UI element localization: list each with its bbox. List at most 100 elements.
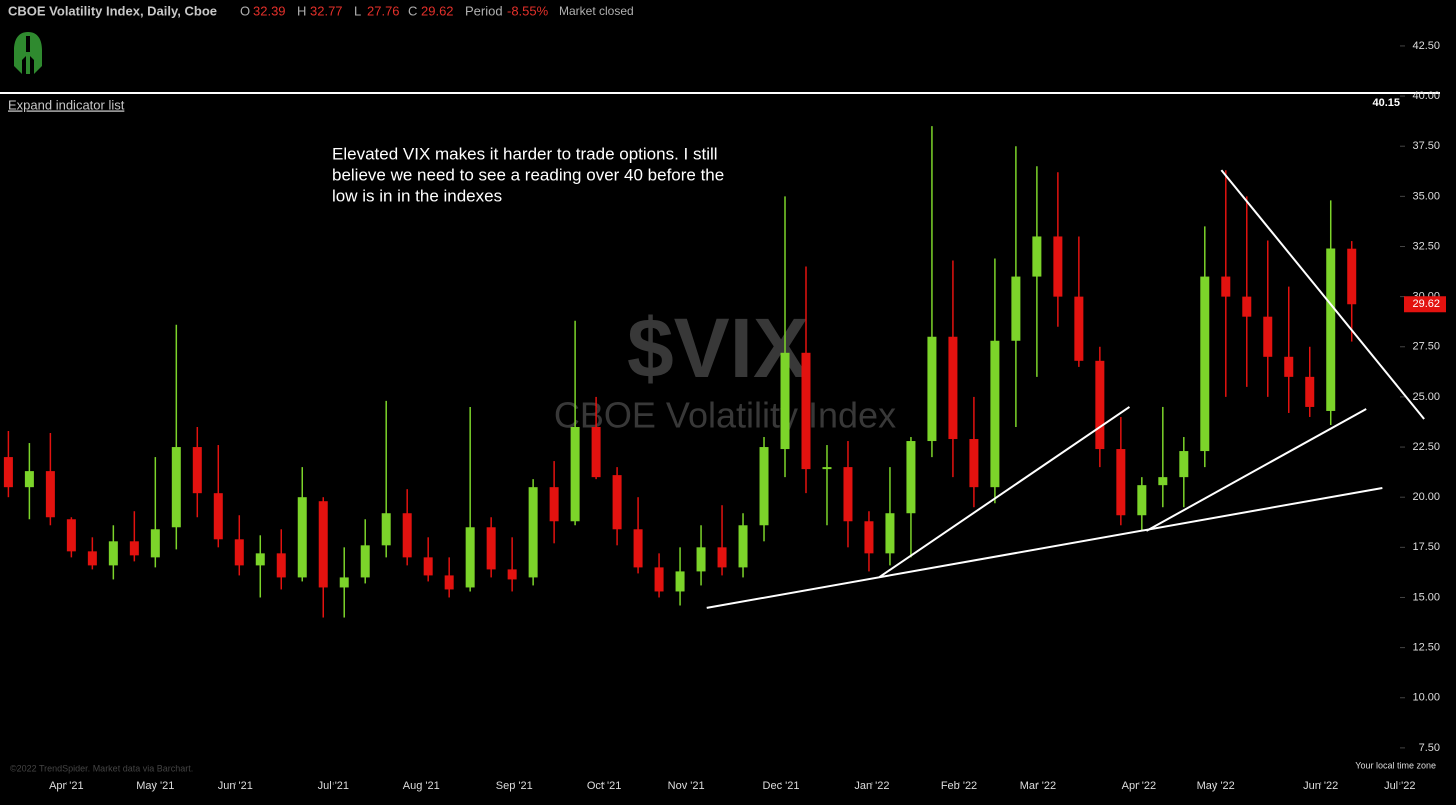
candle-body <box>843 467 853 522</box>
candle-body <box>1221 276 1231 297</box>
y-tick-label: 7.50 <box>1419 742 1440 754</box>
x-tick-label: Mar '22 <box>1020 780 1056 792</box>
candle-body <box>45 471 55 518</box>
candle-body <box>465 527 475 588</box>
candle-body <box>24 471 34 488</box>
annotation-line: low is in in the indexes <box>332 186 502 205</box>
plot <box>0 45 1440 785</box>
x-tick-label: Nov '21 <box>668 780 705 792</box>
candle-body <box>1200 276 1210 452</box>
annotation-line: believe we need to see a reading over 40… <box>332 165 724 184</box>
y-tick-label: 27.50 <box>1412 341 1440 353</box>
candle-body <box>318 501 328 588</box>
x-tick-label: Dec '21 <box>763 780 800 792</box>
candle-body <box>633 529 643 568</box>
annotation-line: Elevated VIX makes it harder to trade op… <box>332 144 718 163</box>
candle-body <box>402 513 412 558</box>
candle-body <box>1095 360 1105 450</box>
candle-body <box>276 553 286 578</box>
candle-body <box>66 519 76 552</box>
market-status: Market closed <box>559 4 634 18</box>
candle-body <box>339 577 349 588</box>
price-tag <box>1404 296 1446 313</box>
candle-body <box>948 336 958 440</box>
quote-value: 32.77 <box>310 3 343 18</box>
y-tick-label: 40.00 <box>1412 90 1440 102</box>
candle-body <box>1242 296 1252 317</box>
candle-body <box>297 497 307 578</box>
candle-body <box>990 340 1000 488</box>
candle-body <box>1179 451 1189 478</box>
candle-body <box>759 447 769 526</box>
symbol: CBOE Volatility Index, Daily, Cboe <box>8 3 217 18</box>
candle-body <box>738 525 748 568</box>
copyright: ©2022 TrendSpider. Market data via Barch… <box>10 763 193 773</box>
candle-body <box>1116 449 1126 516</box>
candle-body <box>1263 316 1273 357</box>
y-tick-label: 22.50 <box>1412 441 1440 453</box>
candle-body <box>1347 248 1357 305</box>
x-tick-label: Sep '21 <box>496 780 533 792</box>
candle-body <box>255 553 265 566</box>
candle-body <box>885 513 895 554</box>
candle-body <box>486 527 496 570</box>
quote-key: Period <box>465 3 503 18</box>
quote-value: 29.62 <box>421 3 454 18</box>
candle-body <box>1074 296 1084 361</box>
logo-helmet <box>14 32 42 74</box>
trendline <box>878 406 1131 578</box>
annotation: Elevated VIX makes it harder to trade op… <box>332 144 724 205</box>
candle-body <box>360 545 370 578</box>
x-tick-label: May '22 <box>1197 780 1235 792</box>
candle-body <box>1137 485 1147 516</box>
candle-body <box>906 441 916 514</box>
candle-body <box>1305 376 1315 407</box>
candle-body <box>612 475 622 530</box>
y-tick-label: 37.50 <box>1412 140 1440 152</box>
candle-body <box>969 439 979 488</box>
candle-body <box>3 457 13 488</box>
quote: O 32.39 H 32.77 L 27.76 C 29.62 Period -8.55% <box>240 3 549 18</box>
trendline <box>706 486 1383 609</box>
x-tick-label: Jul '21 <box>318 780 349 792</box>
candle-body <box>1032 236 1042 277</box>
y-tick-label: 32.50 <box>1412 240 1440 252</box>
candle-body <box>675 571 685 592</box>
candle-body <box>234 539 244 566</box>
quote-value: 32.39 <box>253 3 286 18</box>
candle-body <box>822 467 832 470</box>
candle-body <box>444 575 454 590</box>
candle-body <box>717 547 727 568</box>
trendline <box>1220 169 1425 420</box>
candle-body <box>864 521 874 554</box>
expand-indicators[interactable]: Expand indicator list <box>8 97 125 112</box>
candle-body <box>150 529 160 558</box>
candle-body <box>801 352 811 470</box>
candle-body <box>423 557 433 576</box>
candle-body <box>696 547 706 572</box>
candle-body <box>570 426 580 522</box>
candle-body <box>1011 276 1021 341</box>
candle-body <box>528 487 538 578</box>
candle-body <box>654 567 664 592</box>
y-tick-label: 10.00 <box>1412 692 1440 704</box>
candle-body <box>591 426 601 478</box>
candle-body <box>213 493 223 540</box>
x-tick-label: Oct '21 <box>587 780 622 792</box>
y-tick-label: 20.00 <box>1412 491 1440 503</box>
y-tick-label: 12.50 <box>1412 642 1440 654</box>
candle-body <box>192 447 202 494</box>
level-label: 40.15 <box>1372 97 1400 109</box>
watermark-subtitle: CBOE Volatility Index <box>554 395 896 436</box>
x-tick-label: Jul '22 <box>1384 780 1415 792</box>
y-tick-label: 42.50 <box>1412 40 1440 52</box>
candle-body <box>1284 356 1294 377</box>
x-tick-label: Apr '21 <box>49 780 84 792</box>
candle-body <box>1158 477 1168 486</box>
quote-key: O <box>240 3 250 18</box>
quote-value: -8.55% <box>507 3 549 18</box>
price-tag-label: 29.62 <box>1412 298 1440 310</box>
